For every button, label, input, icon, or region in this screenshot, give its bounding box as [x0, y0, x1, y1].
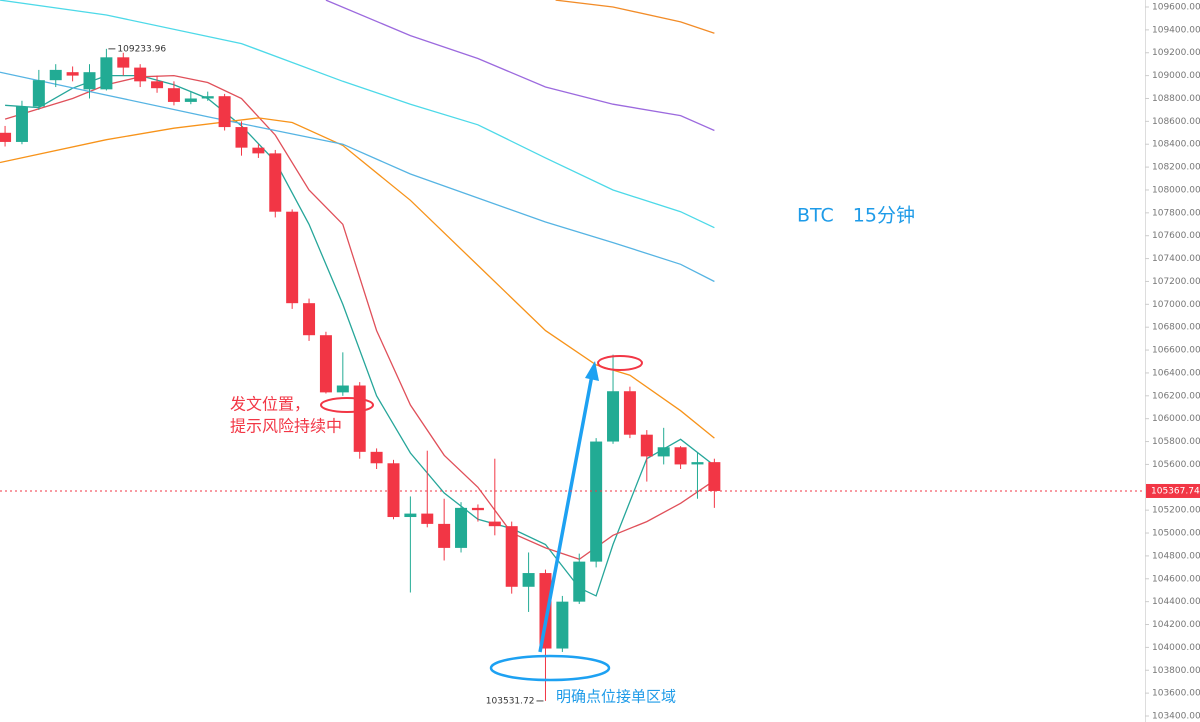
y-tick-label: 103400.00: [1152, 712, 1200, 722]
candle-body: [66, 72, 79, 76]
y-tick-label: 103800.00: [1152, 666, 1200, 676]
y-tick-label: 104800.00: [1152, 551, 1200, 561]
moving-average: [0, 0, 715, 229]
candle-body: [32, 80, 45, 107]
candle-body: [488, 521, 501, 527]
y-tick-label: 104400.00: [1152, 597, 1200, 607]
candle-body: [83, 72, 96, 90]
y-tick-label: 108600.00: [1152, 117, 1200, 127]
y-tick-label: 106400.00: [1152, 368, 1200, 378]
candle-body: [117, 57, 130, 68]
y-tick-label: 108200.00: [1152, 163, 1200, 173]
candle-body: [455, 507, 468, 548]
last-price-box: [1146, 483, 1200, 498]
candle-body: [218, 96, 231, 128]
candle-body: [49, 69, 62, 81]
y-tick-label: 105600.00: [1152, 460, 1200, 470]
moving-average: [0, 71, 715, 283]
candle-body: [336, 385, 349, 393]
y-tick-label: 105800.00: [1152, 437, 1200, 447]
candles: [0, 48, 721, 701]
candle-body: [387, 463, 400, 518]
y-tick-label: 108400.00: [1152, 140, 1200, 150]
y-tick-label: 106000.00: [1152, 414, 1200, 424]
y-tick-label: 109000.00: [1152, 71, 1200, 81]
candle-body: [556, 601, 569, 649]
candle-body: [623, 391, 636, 435]
high-price-label: 109233.96: [117, 44, 166, 54]
y-tick-label: 108800.00: [1152, 94, 1200, 104]
y-tick-label: 109400.00: [1152, 25, 1200, 35]
candle-body: [640, 434, 653, 457]
candle-body: [201, 96, 214, 99]
candle-body: [252, 147, 265, 154]
candle-body: [0, 132, 12, 142]
moving-average: [5, 74, 715, 597]
candle-body: [522, 573, 535, 587]
y-tick-label: 104600.00: [1152, 574, 1200, 584]
indicator-lines: [0, 0, 715, 597]
y-tick-label: 106200.00: [1152, 391, 1200, 401]
y-tick-label: 104000.00: [1152, 643, 1200, 653]
candle-body: [167, 88, 180, 102]
moving-average: [0, 117, 715, 439]
highlight-ellipse: [597, 355, 643, 371]
last-price-label: 105367.74: [1151, 486, 1200, 496]
candle-body: [505, 526, 518, 587]
candle-body: [269, 153, 282, 212]
candle-body: [370, 451, 383, 464]
candle-body: [303, 303, 316, 336]
arrow-shaft: [538, 374, 594, 653]
y-tick-label: 105200.00: [1152, 506, 1200, 516]
highlight-ellipse: [320, 397, 374, 413]
moving-average: [555, 0, 715, 34]
candle-body: [286, 211, 299, 304]
y-tick-label: 107400.00: [1152, 254, 1200, 264]
y-axis: 103400.00 103600.00 103800.00 104000.00 1042…: [1145, 3, 1200, 722]
candle-body: [590, 441, 603, 562]
low-price-label: 103531.72: [486, 696, 535, 706]
y-tick-label: 107200.00: [1152, 277, 1200, 287]
candle-body: [691, 462, 704, 465]
candle-body: [235, 127, 248, 148]
candle-body: [404, 513, 417, 518]
y-tick-label: 104200.00: [1152, 620, 1200, 630]
y-tick-label: 105000.00: [1152, 529, 1200, 539]
candle-body: [15, 106, 28, 142]
y-tick-label: 107800.00: [1152, 208, 1200, 218]
annotation: 发文位置，: [230, 395, 310, 414]
candle-body: [438, 523, 451, 548]
y-tick-label: 107600.00: [1152, 231, 1200, 241]
candle-body: [134, 67, 147, 82]
candle-body: [471, 507, 484, 511]
candle-body: [607, 391, 620, 442]
candle-body: [421, 513, 434, 524]
candle-body: [319, 335, 332, 393]
y-tick-label: 108000.00: [1152, 185, 1200, 195]
moving-average: [325, 0, 715, 132]
y-tick-label: 109600.00: [1152, 3, 1200, 13]
y-tick-label: 106600.00: [1152, 346, 1200, 356]
candle-body: [100, 57, 113, 90]
candle-body: [657, 447, 670, 457]
candle-body: [151, 81, 164, 89]
candle-body: [184, 98, 197, 102]
annotation: 提示风险持续中: [230, 417, 342, 436]
y-tick-label: 106800.00: [1152, 323, 1200, 333]
candle-body: [353, 385, 366, 452]
y-tick-label: 103600.00: [1152, 689, 1200, 699]
candle-body: [708, 462, 721, 491]
candle-body: [674, 447, 687, 465]
candle-body: [573, 561, 586, 602]
annotation: 明确点位接单区域: [556, 688, 676, 706]
y-tick-label: 107000.00: [1152, 300, 1200, 310]
y-tick-label: 109200.00: [1152, 48, 1200, 58]
arrow-head: [585, 361, 599, 381]
chart-label: BTC 15分钟: [797, 205, 915, 227]
zone-ellipse: [489, 654, 611, 682]
